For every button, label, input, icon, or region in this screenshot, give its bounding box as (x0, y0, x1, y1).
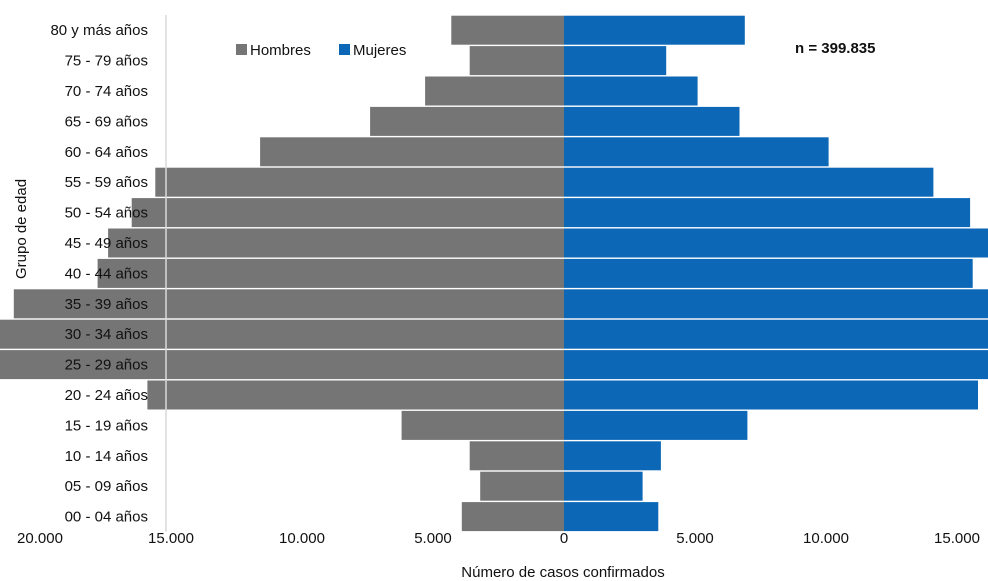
x-tick-label: 10.000 (279, 530, 325, 547)
y-tick-label: 80 y más años (50, 22, 148, 39)
bar-hombres-75-79-anos (469, 46, 564, 76)
bar-mujeres-75-79-anos (564, 46, 667, 76)
y-tick-label: 70 - 74 años (65, 83, 148, 100)
y-tick-label: 65 - 69 años (65, 113, 148, 130)
bar-mujeres-65-69-anos (564, 106, 740, 136)
bar-hombres-40-44-anos (97, 258, 564, 288)
y-tick-label: 15 - 19 años (65, 417, 148, 434)
legend-label-mujeres: Mujeres (353, 42, 406, 59)
bar-mujeres-80-y-mas-anos (564, 15, 745, 45)
x-tick-label: 0 (560, 530, 568, 547)
y-tick-label: 25 - 29 años (65, 357, 148, 374)
bar-mujeres-60-64-anos (564, 137, 829, 167)
hombres-bars (0, 15, 565, 532)
bar-mujeres-05-09-anos (564, 471, 643, 501)
bar-mujeres-00-04-anos (564, 502, 659, 532)
bar-hombres-30-34-anos (0, 319, 565, 349)
y-tick-label: 30 - 34 años (65, 326, 148, 343)
bar-mujeres-35-39-anos (564, 289, 988, 319)
x-tick-label: 5.000 (676, 530, 714, 547)
y-tick-label: 45 - 49 años (65, 235, 148, 252)
bar-mujeres-25-29-anos (564, 350, 988, 380)
bar-hombres-80-y-mas-anos (451, 15, 564, 45)
bar-mujeres-10-14-anos (564, 441, 661, 471)
x-tick-label: 15.000 (148, 530, 194, 547)
bar-hombres-60-64-anos (260, 137, 564, 167)
y-axis-title: Grupo de edad (13, 179, 30, 279)
bar-hombres-15-19-anos (401, 410, 564, 440)
y-tick-label: 40 - 44 años (65, 265, 148, 282)
y-tick-label: 10 - 14 años (65, 448, 148, 465)
bar-mujeres-20-24-anos (564, 380, 978, 410)
bar-hombres-35-39-anos (13, 289, 565, 319)
y-tick-label: 35 - 39 años (65, 296, 148, 313)
legend-swatch-mujeres (339, 44, 350, 55)
x-tick-label: 15.000 (934, 530, 980, 547)
x-tick-labels: 30.00025.00020.00015.00010.0005.00005.00… (17, 530, 980, 547)
y-tick-labels: 00 - 04 años 05 - 09 años 10 - 14 años 15 -… (50, 22, 148, 525)
x-tick-label: 10.000 (803, 530, 849, 547)
bar-mujeres-55-59-anos (564, 167, 934, 197)
sample-size-annotation: n = 399.835 (795, 40, 875, 57)
bar-hombres-20-24-anos (147, 380, 564, 410)
bar-mujeres-50-54-anos (564, 198, 971, 228)
bar-hombres-10-14-anos (469, 441, 564, 471)
bar-hombres-55-59-anos (155, 167, 565, 197)
x-axis-title: Número de casos confirmados (461, 564, 664, 581)
legend-swatch-hombres (236, 44, 247, 55)
y-tick-label: 05 - 09 años (65, 478, 148, 495)
legend-label-hombres: Hombres (250, 42, 311, 59)
y-tick-label: 50 - 54 años (65, 205, 148, 222)
y-tick-label: 75 - 79 años (65, 53, 148, 70)
bar-hombres-25-29-anos (0, 350, 564, 380)
y-tick-label: 60 - 64 años (65, 144, 148, 161)
mujeres-bars (564, 15, 988, 532)
legend: Hombres Mujeres (236, 42, 406, 59)
x-tick-label: 20.000 (17, 530, 63, 547)
x-tick-label: 5.000 (414, 530, 452, 547)
bar-mujeres-15-19-anos (564, 410, 748, 440)
bar-mujeres-45-49-anos (564, 228, 988, 258)
bar-hombres-45-49-anos (108, 228, 564, 258)
y-tick-label: 55 - 59 años (65, 174, 148, 191)
bar-hombres-50-54-anos (131, 198, 564, 228)
y-tick-label: 20 - 24 años (65, 387, 148, 404)
bar-mujeres-30-34-anos (564, 319, 988, 349)
bar-hombres-05-09-anos (480, 471, 564, 501)
bar-hombres-00-04-anos (461, 502, 564, 532)
bar-hombres-70-74-anos (425, 76, 564, 106)
bar-mujeres-40-44-anos (564, 258, 973, 288)
bar-mujeres-70-74-anos (564, 76, 698, 106)
bar-hombres-65-69-anos (370, 106, 564, 136)
y-tick-label: 00 - 04 años (65, 509, 148, 526)
